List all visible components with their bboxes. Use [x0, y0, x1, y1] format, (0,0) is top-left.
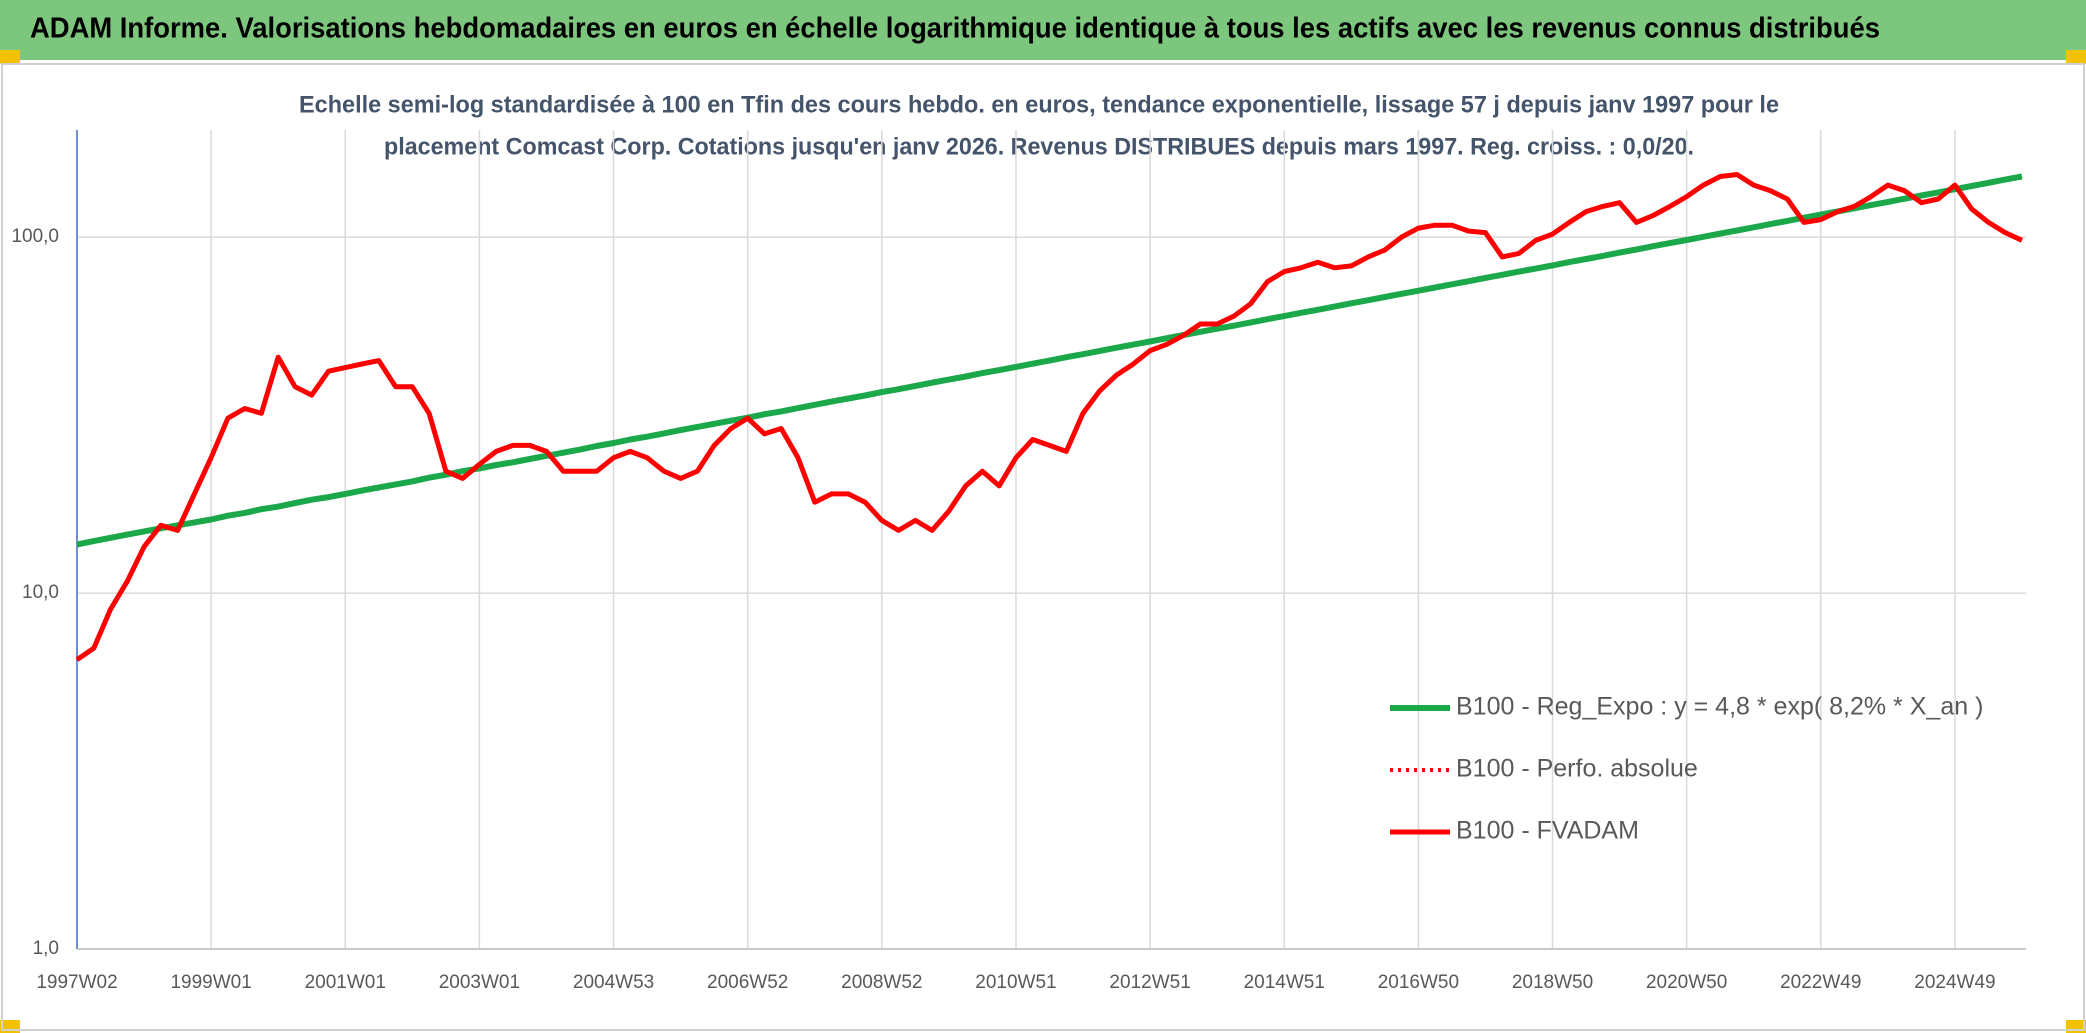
x-tick-label: 2001W01 [305, 972, 386, 993]
corner [0, 50, 20, 64]
x-tick-label: 2010W51 [975, 972, 1056, 993]
chart-title: ADAM Informe. Valorisations hebdomadaire… [30, 13, 1880, 45]
x-tick-label: 2018W50 [1512, 972, 1593, 993]
x-tick-label: 2004W53 [573, 972, 654, 993]
x-tick-label: 2024W49 [1914, 972, 1995, 993]
x-tick-label: 2012W51 [1109, 972, 1190, 993]
y-tick-label: 10,0 [22, 582, 59, 603]
x-tick-label: 2014W51 [1244, 972, 1325, 993]
frame [1, 63, 2085, 1031]
x-tick-label: 2003W01 [439, 972, 520, 993]
x-tick-label: 2008W52 [841, 972, 922, 993]
x-tick-label: 2006W52 [707, 972, 788, 993]
series-line [75, 172, 2024, 662]
x-tick-label: 1997W02 [36, 972, 117, 993]
x-tick-label: 2020W50 [1646, 972, 1727, 993]
x-tick-label: 1999W01 [170, 972, 251, 993]
series-line [75, 172, 2023, 662]
chart-subtitle: Echelle semi-log standardisée à 100 en T… [299, 91, 1779, 118]
title-bar [0, 0, 2086, 60]
corner [2066, 50, 2086, 64]
x-tick-label: 2016W50 [1378, 972, 1459, 993]
legend-label: B100 - Perfo. absolue [1456, 755, 1698, 783]
y-tick-label: 100,0 [11, 226, 59, 247]
legend-label: B100 - FVADAM [1456, 817, 1639, 845]
y-tick-label: 1,0 [33, 938, 59, 959]
series-line [76, 173, 2023, 548]
x-tick-label: 2022W49 [1780, 972, 1861, 993]
chart-subtitle: placement Comcast Corp. Cotations jusqu'… [384, 133, 1694, 160]
legend-label: B100 - Reg_Expo : y = 4,8 * exp( 8,2% * … [1456, 693, 1983, 721]
